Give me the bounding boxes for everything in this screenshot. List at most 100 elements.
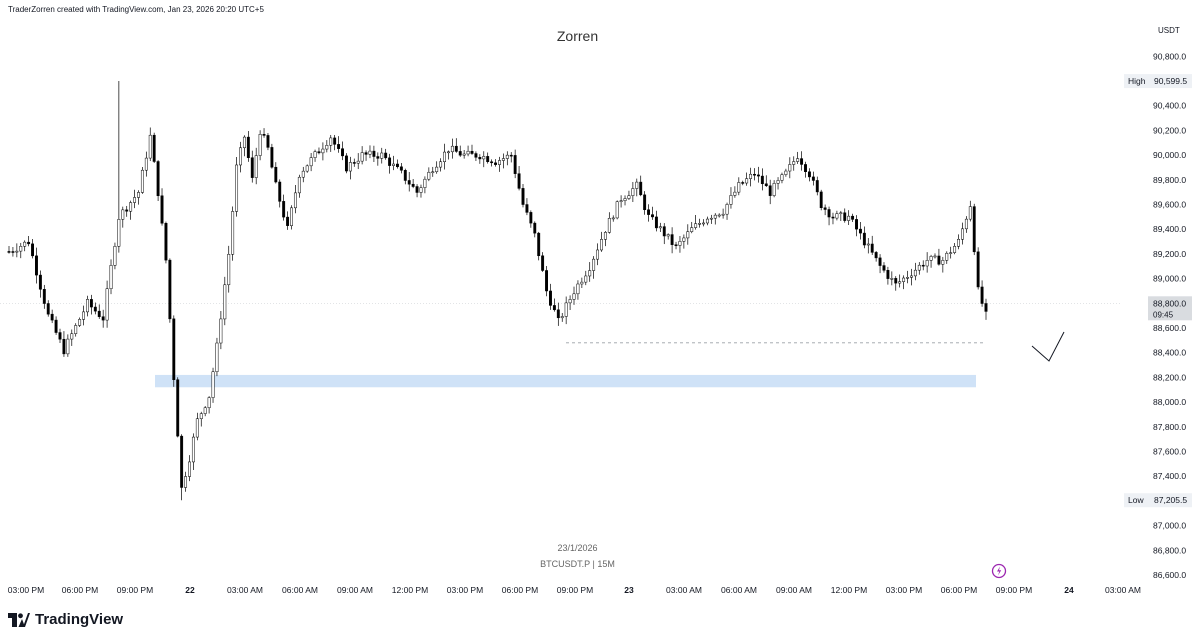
candle-body [411, 183, 415, 187]
x-tick-label: 09:00 AM [776, 585, 812, 595]
x-tick-label: 06:00 PM [941, 585, 977, 595]
candle-body [7, 251, 11, 253]
x-tick-label: 09:00 PM [557, 585, 593, 595]
candle-body [882, 265, 886, 271]
candle-body [800, 158, 804, 165]
candle-body [698, 223, 702, 225]
candle-body [137, 192, 140, 198]
candle-body [23, 241, 27, 247]
candle-body [843, 212, 847, 221]
candle-body [823, 207, 827, 210]
candle-body [388, 157, 392, 166]
candle-body [807, 171, 811, 178]
candle-body [878, 257, 882, 266]
candle-body [117, 219, 121, 247]
candle-body [235, 164, 239, 212]
candle-body [46, 303, 50, 315]
candle-body [207, 397, 211, 409]
candle-body [552, 305, 556, 311]
candle-body [772, 183, 776, 196]
candle-body [741, 182, 745, 184]
candle-body [301, 170, 305, 178]
x-tick-label: 03:00 PM [447, 585, 483, 595]
candle-body [258, 134, 262, 156]
candle-body [694, 223, 698, 228]
x-tick-label: 09:00 PM [996, 585, 1032, 595]
last-price-marker [1148, 296, 1192, 321]
candle-body [239, 147, 242, 166]
candle-body [203, 407, 207, 414]
alert-clock-icon[interactable] [991, 563, 1007, 579]
candle-body [847, 215, 851, 221]
candle-body [831, 216, 835, 219]
candle-body [470, 150, 474, 154]
candle-body [93, 306, 97, 312]
candle-body [588, 270, 592, 277]
candle-body [525, 204, 529, 213]
candle-body [415, 186, 419, 193]
candle-body [745, 178, 749, 184]
candle-body [929, 256, 933, 261]
candle-body [62, 338, 66, 355]
candle-body [250, 157, 254, 178]
high-label: High [1128, 76, 1146, 86]
candle-body [941, 260, 945, 265]
candle-body [305, 165, 309, 172]
candle-body [439, 161, 443, 168]
candle-body [925, 260, 929, 267]
candle-body [211, 371, 215, 398]
candle-body [97, 310, 101, 317]
candle-body [760, 175, 764, 185]
logo-name: TradingView [35, 611, 124, 628]
candle-body [152, 134, 156, 162]
candle-body [584, 275, 588, 283]
candle-body [364, 152, 368, 155]
x-tick-label: 03:00 PM [8, 585, 44, 595]
tradingview-logo[interactable]: TradingView [8, 611, 123, 628]
candle-body [600, 239, 603, 251]
candle-body [937, 255, 941, 265]
candle-body [290, 207, 293, 226]
x-tick-label: 03:00 AM [227, 585, 263, 595]
candle-body [156, 161, 160, 197]
candle-body [168, 259, 172, 320]
candle-body [321, 148, 325, 154]
candle-body [827, 209, 831, 218]
candle-body [917, 264, 921, 271]
candle-body [121, 209, 125, 220]
y-tick-label: 87,400.0 [1153, 471, 1186, 481]
candle-body [270, 147, 274, 168]
candle-body [278, 181, 282, 202]
candle-body [70, 333, 74, 340]
candle-body [431, 171, 435, 174]
y-tick-label: 89,400.0 [1153, 224, 1186, 234]
candle-body [866, 243, 870, 246]
candle-body [870, 243, 874, 253]
last-price-value: 88,800.0 [1153, 298, 1186, 308]
candle-body [851, 215, 855, 220]
candle-body [592, 258, 596, 271]
candle-body [148, 134, 152, 159]
candle-body [454, 145, 458, 152]
candle-body [690, 227, 694, 232]
candle-body [368, 150, 372, 155]
low-marker [1124, 493, 1192, 508]
candle-body [403, 170, 407, 181]
high-value: 90,599.5 [1154, 76, 1187, 86]
y-tick-label: 90,000.0 [1153, 150, 1186, 160]
candle-body [325, 145, 329, 150]
candle-body [372, 150, 376, 157]
x-tick-label: 12:00 PM [392, 585, 428, 595]
candle-body [172, 318, 176, 380]
candle-body [913, 269, 917, 277]
candle-body [596, 249, 600, 260]
candle-body [721, 213, 725, 216]
candle-body [505, 154, 509, 159]
candle-body [921, 264, 925, 267]
candle-body [419, 187, 423, 193]
candle-body [949, 252, 953, 254]
y-tick-label: 86,800.0 [1153, 545, 1186, 555]
candle-body [564, 302, 568, 317]
candle-body [74, 325, 78, 334]
